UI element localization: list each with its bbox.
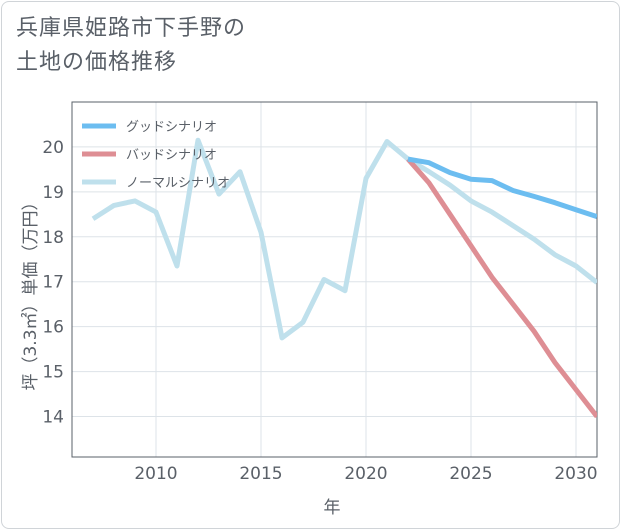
x-tick-label: 2020 bbox=[344, 464, 387, 484]
y-tick-label: 16 bbox=[42, 318, 64, 338]
chart-title-line2: 土地の価格推移 bbox=[16, 50, 178, 75]
x-axis-label: 年 bbox=[324, 498, 341, 518]
y-tick-label: 19 bbox=[42, 183, 64, 203]
y-axis-label: 坪（3.3㎡）単価（万円） bbox=[21, 193, 41, 390]
x-tick-label: 2015 bbox=[239, 464, 282, 484]
series-line-1 bbox=[406, 157, 597, 419]
y-tick-label: 14 bbox=[42, 408, 64, 428]
x-tick-label: 2030 bbox=[554, 464, 597, 484]
x-tick-label: 2010 bbox=[134, 464, 177, 484]
legend-label: グッドシナリオ bbox=[126, 120, 217, 135]
chart-title: 兵庫県姫路市下手野の 土地の価格推移 bbox=[16, 12, 246, 80]
legend-label: バッドシナリオ bbox=[126, 148, 217, 163]
x-tick-label: 2025 bbox=[449, 464, 492, 484]
y-tick-label: 15 bbox=[42, 363, 64, 383]
y-tick-label: 18 bbox=[42, 228, 64, 248]
chart-title-line1: 兵庫県姫路市下手野の bbox=[16, 16, 247, 41]
legend-label: ノーマルシナリオ bbox=[126, 176, 230, 191]
grid bbox=[72, 102, 597, 457]
y-tick-label: 17 bbox=[42, 273, 64, 293]
series-lines bbox=[91, 137, 597, 419]
series-line-0 bbox=[407, 156, 597, 219]
series-line-2 bbox=[91, 137, 597, 341]
y-tick-label: 20 bbox=[42, 138, 64, 158]
